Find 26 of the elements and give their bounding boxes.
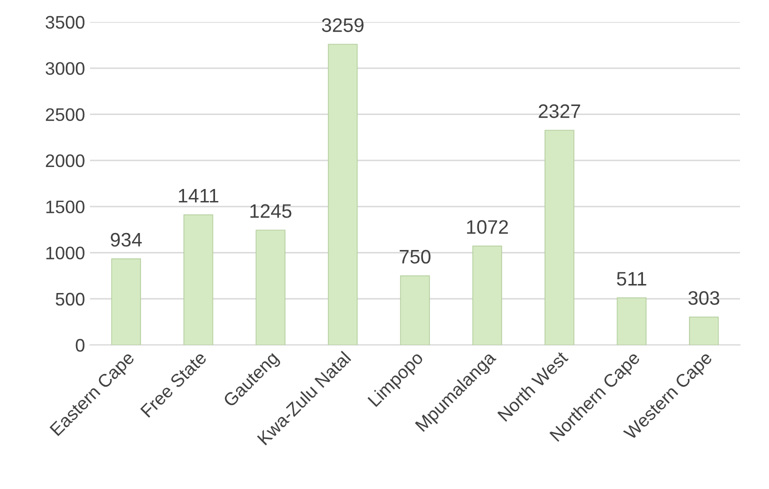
bar — [616, 297, 647, 345]
data-label: 1245 — [250, 204, 292, 218]
data-label: 1072 — [467, 220, 508, 234]
bar — [183, 214, 214, 345]
bar — [689, 316, 719, 345]
data-label: 1411 — [178, 189, 218, 202]
y-tick-label: 2500 — [46, 108, 84, 122]
bar — [472, 246, 502, 345]
data-label: 2327 — [538, 104, 580, 118]
y-tick-label: 1500 — [46, 200, 84, 214]
data-label: 750 — [400, 250, 430, 264]
bar — [256, 230, 286, 345]
bar — [400, 275, 430, 345]
y-tick-label: 500 — [56, 292, 84, 306]
y-tick-label: 1000 — [46, 246, 84, 260]
y-tick-label: 3000 — [46, 62, 84, 75]
bar — [544, 130, 574, 345]
y-tick-label: 3500 — [46, 16, 84, 29]
y-tick-label: 2000 — [46, 154, 84, 168]
bar — [328, 44, 358, 345]
y-tick-label: 0 — [76, 338, 84, 352]
data-label: 511 — [616, 272, 646, 286]
bar — [111, 258, 141, 345]
data-label: 934 — [110, 232, 142, 247]
data-label: 303 — [688, 291, 720, 305]
data-label: 3259 — [322, 18, 364, 32]
